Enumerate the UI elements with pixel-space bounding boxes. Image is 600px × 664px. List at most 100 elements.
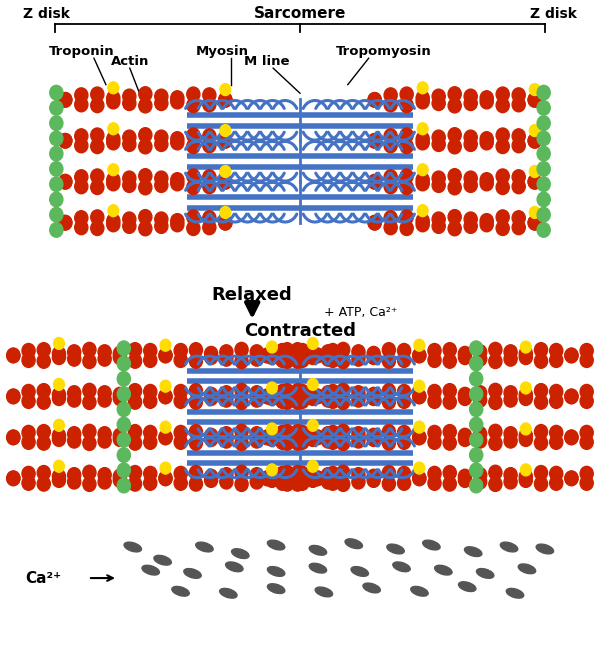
Circle shape [83, 395, 96, 410]
Circle shape [432, 212, 445, 226]
Circle shape [496, 221, 509, 236]
Circle shape [382, 436, 395, 450]
Text: Actin: Actin [110, 55, 149, 68]
Circle shape [281, 424, 294, 439]
Circle shape [448, 169, 461, 183]
Circle shape [432, 171, 445, 186]
Circle shape [113, 350, 127, 365]
Circle shape [50, 177, 63, 191]
Circle shape [306, 432, 319, 446]
Circle shape [235, 465, 248, 480]
Circle shape [117, 417, 130, 432]
Circle shape [528, 92, 541, 107]
Circle shape [322, 427, 335, 441]
Circle shape [512, 97, 525, 112]
Circle shape [448, 181, 461, 195]
Circle shape [265, 347, 278, 361]
Circle shape [432, 130, 445, 145]
Circle shape [512, 129, 525, 143]
Circle shape [311, 348, 324, 363]
Circle shape [311, 430, 324, 445]
Circle shape [368, 215, 381, 230]
Circle shape [565, 471, 578, 485]
Circle shape [7, 389, 20, 404]
Circle shape [470, 463, 483, 477]
Circle shape [113, 432, 127, 446]
Circle shape [68, 475, 81, 489]
Circle shape [326, 466, 340, 481]
Circle shape [535, 424, 548, 439]
Circle shape [428, 353, 441, 367]
Circle shape [464, 137, 477, 151]
Circle shape [496, 180, 509, 195]
Circle shape [91, 139, 104, 153]
Circle shape [250, 475, 263, 489]
Circle shape [22, 394, 35, 408]
Circle shape [414, 339, 425, 351]
Ellipse shape [309, 545, 326, 555]
Circle shape [326, 476, 340, 490]
Circle shape [326, 343, 340, 358]
Circle shape [276, 353, 289, 367]
Circle shape [428, 343, 441, 358]
Circle shape [52, 469, 65, 484]
Circle shape [464, 178, 477, 193]
Circle shape [550, 435, 563, 450]
Circle shape [220, 352, 233, 366]
Circle shape [91, 128, 104, 143]
Circle shape [37, 343, 50, 357]
Circle shape [580, 476, 593, 490]
Circle shape [480, 214, 493, 228]
Circle shape [519, 350, 532, 365]
Circle shape [519, 473, 532, 487]
Circle shape [235, 477, 248, 491]
Circle shape [400, 139, 413, 153]
Circle shape [368, 175, 381, 189]
Circle shape [367, 473, 380, 487]
Circle shape [266, 382, 277, 394]
Circle shape [219, 133, 232, 148]
Circle shape [306, 473, 319, 487]
Circle shape [537, 161, 550, 176]
Circle shape [50, 207, 63, 222]
Circle shape [128, 343, 142, 357]
Circle shape [75, 138, 88, 153]
Circle shape [528, 175, 541, 189]
Circle shape [413, 430, 426, 445]
Circle shape [306, 347, 319, 361]
Circle shape [382, 343, 395, 357]
Circle shape [416, 217, 429, 232]
Circle shape [443, 465, 457, 480]
Circle shape [187, 180, 200, 195]
Ellipse shape [351, 566, 368, 576]
Circle shape [504, 392, 517, 407]
Circle shape [529, 84, 540, 96]
Circle shape [458, 387, 472, 402]
Circle shape [291, 343, 304, 357]
Circle shape [337, 424, 350, 439]
Circle shape [159, 471, 172, 485]
Circle shape [37, 384, 50, 398]
Circle shape [281, 477, 294, 491]
Circle shape [220, 475, 233, 489]
Circle shape [123, 212, 136, 226]
Circle shape [52, 387, 65, 402]
Circle shape [276, 426, 289, 440]
Circle shape [398, 343, 410, 358]
Circle shape [480, 217, 493, 232]
Circle shape [171, 135, 184, 150]
Circle shape [143, 426, 157, 440]
Circle shape [528, 215, 541, 230]
Circle shape [123, 171, 136, 186]
Ellipse shape [434, 565, 452, 575]
Ellipse shape [232, 548, 249, 558]
Circle shape [326, 435, 340, 450]
Circle shape [382, 354, 395, 369]
Circle shape [53, 337, 64, 349]
Circle shape [480, 94, 493, 109]
Circle shape [281, 354, 294, 369]
Circle shape [108, 123, 119, 135]
Circle shape [473, 345, 487, 359]
Circle shape [520, 423, 531, 435]
Circle shape [220, 434, 233, 448]
